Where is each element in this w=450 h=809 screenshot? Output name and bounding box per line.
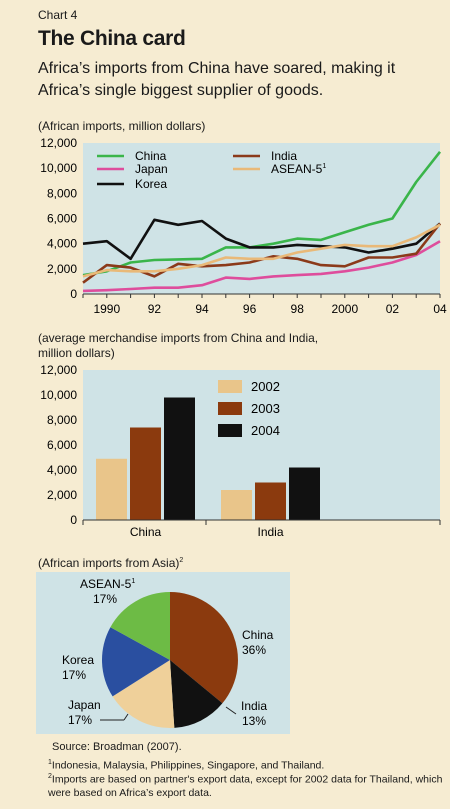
pie-value-asean-5: 17% <box>93 592 117 606</box>
bar-chart: 0 2,000 4,000 6,000 8,000 10,000 12,000 China I… <box>40 363 441 539</box>
line-x-tick-label: 98 <box>291 302 305 316</box>
bar-legend-swatch-2002 <box>218 380 242 393</box>
page-title: The China card <box>38 27 186 50</box>
bar-y-tick-label: 2,000 <box>47 488 77 502</box>
line-series-asean-5 <box>82 223 441 278</box>
legend-label-japan: Japan <box>135 162 168 176</box>
line-y-tick-label: 10,000 <box>40 161 77 175</box>
footnote-2: 2Imports are based on partner's export d… <box>48 770 443 800</box>
bar-legend-swatch-2004 <box>218 424 242 437</box>
bar-chart-note: (average merchandise imports from China … <box>38 331 319 360</box>
pie-label-india: India <box>241 699 267 713</box>
bar-legend-swatch-2003 <box>218 402 242 415</box>
line-y-tick-label: 0 <box>70 287 77 301</box>
chart-label: Chart 4 <box>38 8 78 22</box>
source-note: Source: Broadman (2007). <box>52 741 182 753</box>
bar-y-tick-label: 8,000 <box>47 413 77 427</box>
line-series-china <box>82 150 442 277</box>
line-x-tick-label: 02 <box>386 302 400 316</box>
bar-y-tick-label: 10,000 <box>40 388 77 402</box>
pie-leader-line <box>225 706 237 715</box>
bar-category-label: India <box>257 525 283 539</box>
bar-legend-label-2002: 2002 <box>251 379 280 394</box>
bar-legend-label-2004: 2004 <box>251 423 280 438</box>
line-x-tick-label: 1990 <box>93 302 120 316</box>
line-x-tick-label: 2000 <box>331 302 358 316</box>
bar-y-tick-label: 0 <box>70 513 77 527</box>
line-y-tick-label: 2,000 <box>47 262 77 276</box>
pie-value-india: 13% <box>242 714 266 728</box>
pie-slice-japan <box>112 660 175 729</box>
bar-china-2002 <box>96 458 127 520</box>
pie-label-korea: Korea <box>62 653 94 667</box>
footnote-2-text: Imports are based on partner's export da… <box>48 773 443 799</box>
pie-slice-china <box>170 592 238 704</box>
line-chart-panel <box>83 143 440 294</box>
pie-value-korea: 17% <box>62 668 86 682</box>
pie-chart-note-text: (African imports from Asia) <box>38 556 180 570</box>
legend-label-korea: Korea <box>135 177 167 191</box>
pie-value-china: 36% <box>242 643 266 657</box>
bar-china-2003 <box>130 427 161 520</box>
pie-slice-korea <box>101 627 170 697</box>
line-x-tick-label: 94 <box>195 302 209 316</box>
legend-label-china: China <box>135 149 167 163</box>
bar-legend-label-2003: 2003 <box>251 401 280 416</box>
footnote-1: 1Indonesia, Malaysia, Philippines, Singa… <box>48 756 443 773</box>
bar-india-2003 <box>255 482 286 520</box>
line-y-tick-label: 4,000 <box>47 237 77 251</box>
line-series-korea <box>82 218 441 261</box>
pie-label-asean-5: ASEAN-51 <box>80 577 135 591</box>
line-x-tick-label: 04 <box>433 302 447 316</box>
bar-y-tick-label: 12,000 <box>40 363 77 377</box>
pie-slice-asean-5 <box>110 592 170 660</box>
legend-label-asean-5: ASEAN-51 <box>271 162 326 176</box>
line-series-japan <box>82 240 441 293</box>
pie-label-china: China <box>242 628 274 642</box>
line-x-tick-label: 92 <box>148 302 162 316</box>
pie-chart-note: (African imports from Asia)2 <box>38 553 183 571</box>
line-x-tick-label: 96 <box>243 302 257 316</box>
footnote-2-mark: 2 <box>48 773 52 780</box>
subtitle: Africa’s imports from China have soared,… <box>38 60 396 99</box>
line-y-tick-label: 12,000 <box>40 136 77 150</box>
line-y-tick-label: 8,000 <box>47 186 77 200</box>
footnote-1-mark: 1 <box>48 759 52 766</box>
line-chart: 0 2,000 4,000 6,000 8,000 10,000 12,000 1990 92… <box>40 136 447 316</box>
legend-label-india: India <box>271 149 297 163</box>
bar-y-tick-label: 6,000 <box>47 438 77 452</box>
line-chart-note: (African imports, million dollars) <box>38 119 206 133</box>
bar-y-tick-label: 4,000 <box>47 463 77 477</box>
pie-leader-line <box>123 713 129 721</box>
pie-chart: China36%India13%Japan17%Korea17%ASEAN-51… <box>36 572 290 734</box>
bar-category-label: China <box>130 525 162 539</box>
bar-china-2004 <box>164 397 195 520</box>
pie-value-japan: 17% <box>68 713 92 727</box>
line-y-tick-label: 6,000 <box>47 212 77 226</box>
pie-slice-india <box>170 660 223 728</box>
pie-chart-note-sup: 2 <box>179 557 184 564</box>
bar-india-2002 <box>221 490 252 520</box>
footnote-1-text: Indonesia, Malaysia, Philippines, Singap… <box>51 759 325 772</box>
bar-india-2004 <box>289 467 320 520</box>
pie-label-japan: Japan <box>68 698 101 712</box>
